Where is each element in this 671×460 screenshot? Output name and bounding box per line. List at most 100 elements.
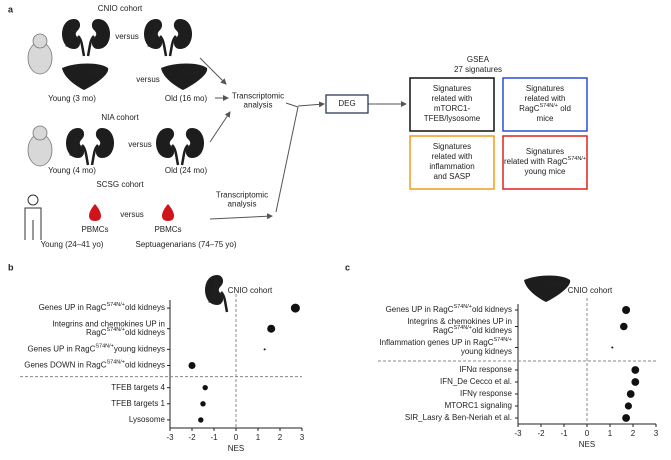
category-label-part: Genes UP in RagC (39, 303, 107, 312)
box-text: related with (432, 152, 473, 161)
analysis-label: Transcriptomic (216, 191, 268, 200)
category-label: Genes DOWN in RagCS74N/+old kidneys (24, 360, 165, 370)
category-label-part: Genes DOWN in RagC (24, 361, 106, 370)
kidney-shape (91, 19, 110, 49)
box-text: Signatures (433, 142, 471, 151)
category-label-part: RagC (86, 328, 107, 337)
category-label: RagCS74N/+old kidneys (86, 328, 165, 338)
ureter (159, 35, 168, 57)
x-tick-label: -1 (560, 429, 568, 438)
group-label: Old (16 mo) (165, 94, 208, 103)
panel-label: a (8, 4, 14, 14)
versus: versus (120, 210, 144, 219)
analysis-label: analysis (228, 200, 257, 209)
box-text: TFEB/lysosome (424, 114, 481, 123)
ureter (220, 291, 229, 313)
x-tick-label: 0 (585, 429, 590, 438)
signature-box (409, 77, 495, 132)
category-label-part: old kidneys (125, 303, 165, 312)
dot (631, 378, 640, 386)
category-label: Integrins and chemokines UP in (52, 319, 165, 328)
category-label-part: Genes UP in RagC (386, 305, 454, 314)
x-tick-label: 2 (631, 429, 636, 438)
x-tick-label: 1 (608, 429, 613, 438)
dot (620, 322, 628, 331)
category-label-sup: S74N/+ (106, 360, 125, 366)
panel-label: c (345, 262, 350, 272)
x-axis-label: NES (228, 444, 244, 453)
kidney-shape (205, 275, 224, 305)
liver-icon (62, 63, 109, 90)
kidney-shape (95, 128, 114, 158)
kidney-icon (86, 19, 110, 57)
kidney-icon (156, 128, 180, 166)
box-text: mice (537, 114, 554, 123)
dot (200, 401, 206, 407)
group-label: Old (24 mo) (165, 166, 208, 175)
category-label-sup: S74N/+ (453, 304, 472, 310)
panel-label: b (8, 262, 14, 272)
category-label-part: Inflammation genes UP in RagC (379, 338, 493, 347)
category-label-sup: S74N/+ (453, 325, 472, 331)
versus: versus (115, 32, 139, 41)
category-label-sup: S74N/+ (494, 337, 513, 343)
category-label-sup: S74N/+ (95, 344, 114, 350)
signature-box (502, 135, 588, 190)
category-label: RagCS74N/+old kidneys (433, 325, 512, 335)
ureter (168, 35, 177, 57)
versus: versus (136, 75, 160, 84)
group-label: Septuagenarians (74–75 yo) (136, 240, 237, 249)
dot (290, 303, 300, 313)
box-text: RagCS74N/+ old (519, 103, 571, 113)
dot (626, 390, 635, 398)
category-label-sup: S74N/+ (106, 303, 125, 309)
liver-icon (161, 63, 208, 90)
x-tick-label: -2 (537, 429, 545, 438)
chart-title: CNIO cohort (228, 286, 273, 295)
dot (198, 417, 204, 423)
x-tick-label: -2 (188, 433, 196, 442)
category-label: IFNγ response (460, 389, 513, 398)
blood-drop (89, 204, 101, 221)
mouse-head (32, 33, 48, 49)
box-text: Signatures (526, 84, 564, 93)
kidney-shape (173, 19, 192, 49)
dot (624, 402, 633, 410)
category-label: TFEB targets 1 (111, 399, 165, 408)
box-text: inflammation (429, 162, 474, 171)
category-label-part: old kidneys (125, 328, 165, 337)
category-label: IFNα response (459, 365, 512, 374)
x-tick-label: -1 (210, 433, 218, 442)
signature-box (502, 77, 588, 132)
liver-icon (524, 275, 571, 302)
liver-label: Liver (182, 68, 200, 77)
gsea-title: GSEA (467, 55, 490, 64)
dot (202, 384, 208, 391)
kidney-icon: Kidney (66, 128, 90, 166)
x-tick-label: 2 (278, 433, 283, 442)
group-label: Young (3 mo) (48, 94, 96, 103)
category-label-part: old kidneys (125, 361, 165, 370)
x-tick-label: -3 (514, 429, 522, 438)
ureter (90, 144, 99, 166)
x-axis-label: NES (579, 440, 595, 449)
box-text-part: RagC (519, 104, 540, 113)
cohort-title: CNIO cohort (98, 4, 143, 13)
category-label: Integrins & chemokines UP in (407, 317, 512, 326)
kidney-shape (156, 128, 175, 158)
person-head (27, 194, 39, 206)
deg-label: DEG (338, 99, 355, 108)
dot (622, 414, 630, 422)
x-tick-label: 3 (300, 433, 305, 442)
signature-box (409, 135, 495, 190)
kidney-icon (90, 128, 114, 166)
category-label: IFN_De Cecco et al. (440, 377, 512, 386)
x-tick-label: -3 (166, 433, 174, 442)
box-text: Signatures (526, 147, 564, 156)
box-text-sup: S74N/+ (540, 103, 559, 109)
box-text-sup: S74N/+ (568, 156, 587, 162)
dot (267, 324, 276, 333)
ureter (86, 35, 95, 57)
category-label-sup: S74N/+ (106, 328, 125, 334)
kidney-icon: Kidney (205, 275, 229, 313)
